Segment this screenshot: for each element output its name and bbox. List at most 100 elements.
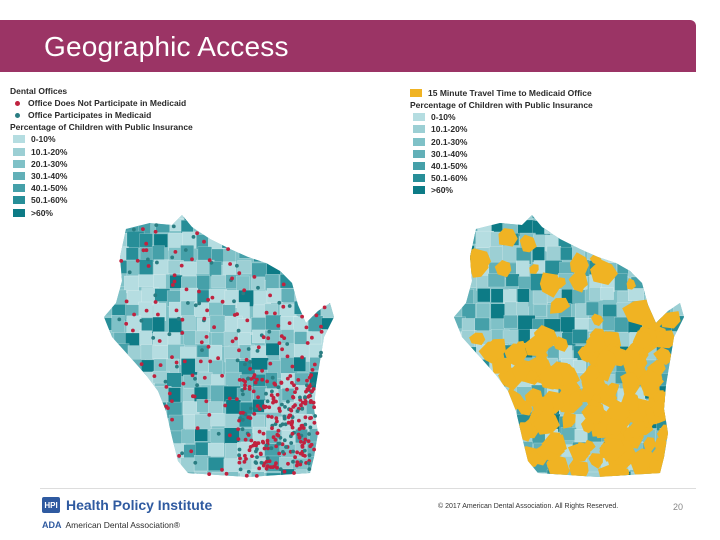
office-dot	[246, 347, 251, 351]
tract	[489, 442, 503, 456]
legend-title-dental-offices: Dental Offices	[10, 86, 68, 96]
tract	[104, 388, 117, 406]
tract	[237, 215, 252, 222]
tract	[104, 218, 114, 234]
tract	[454, 359, 468, 379]
office-dot	[220, 299, 225, 304]
tract	[670, 471, 684, 477]
tract	[533, 304, 547, 318]
office-dot	[276, 428, 281, 433]
travel-area	[494, 260, 512, 278]
office-dot	[287, 321, 292, 325]
office-dot	[257, 407, 262, 411]
office-dot	[289, 441, 294, 445]
legend-item-travel-time: 15 Minute Travel Time to Medicaid Office	[410, 87, 593, 99]
tract	[153, 442, 167, 456]
tract	[308, 232, 325, 251]
tract	[643, 261, 658, 278]
office-dot	[312, 362, 317, 367]
swatch-icon	[13, 135, 25, 144]
office-dot	[249, 406, 253, 411]
office-dot	[195, 383, 199, 388]
office-dot	[293, 390, 297, 394]
office-dot	[144, 248, 149, 253]
office-dot	[191, 235, 196, 239]
legend-right: 15 Minute Travel Time to Medicaid Office…	[410, 87, 593, 197]
office-dot	[282, 416, 287, 421]
office-dot	[237, 348, 241, 353]
swatch-icon	[13, 184, 25, 193]
office-dot	[273, 438, 278, 442]
tract	[671, 386, 684, 402]
office-dot	[257, 429, 262, 434]
office-dot	[280, 347, 284, 352]
office-dot	[255, 455, 259, 459]
office-dot	[237, 418, 242, 423]
tract	[491, 215, 505, 221]
office-dot	[153, 293, 158, 298]
office-dot	[290, 364, 295, 369]
legend_right-bin-1: 10.1-20%	[410, 123, 593, 135]
swatch-icon	[413, 162, 425, 171]
office-dot	[282, 336, 287, 340]
office-dot	[288, 407, 293, 412]
office-dot	[297, 427, 302, 431]
tract	[503, 314, 518, 329]
office-dot	[166, 406, 170, 410]
tract	[179, 261, 197, 276]
tract	[153, 469, 170, 477]
tract	[600, 287, 614, 300]
tract	[104, 414, 114, 432]
tract	[138, 274, 155, 288]
teal-dot-icon	[15, 112, 20, 118]
tract	[477, 458, 492, 477]
tract	[265, 472, 284, 477]
tract	[223, 215, 240, 221]
tract	[194, 215, 212, 222]
swatch-icon	[13, 172, 25, 181]
tract	[267, 215, 284, 220]
tract	[454, 386, 464, 404]
office-dot	[253, 460, 258, 465]
office-dot	[234, 336, 238, 341]
travel-area	[653, 347, 674, 366]
office-dot	[308, 444, 313, 449]
office-dot	[300, 423, 305, 428]
office-dot	[189, 449, 194, 454]
tract	[454, 458, 460, 477]
tract	[139, 330, 153, 346]
office-dot	[170, 399, 174, 403]
office-dot	[300, 445, 305, 449]
tract	[688, 234, 700, 248]
tract	[686, 276, 702, 289]
tract	[292, 245, 309, 262]
office-dot	[252, 275, 257, 279]
office-dot	[117, 317, 122, 322]
office-dot	[254, 474, 259, 478]
tract	[306, 217, 321, 234]
orange-swatch-icon	[410, 89, 422, 98]
tract	[104, 275, 113, 291]
tract	[657, 273, 674, 289]
tract	[673, 443, 684, 459]
office-dot	[314, 313, 319, 318]
travel-area	[596, 348, 618, 374]
tract	[477, 288, 491, 303]
office-dot	[310, 335, 314, 340]
office-dot	[286, 420, 291, 425]
office-dot	[278, 467, 283, 472]
office-dot	[291, 449, 295, 454]
office-dot	[274, 461, 278, 466]
travel-area	[654, 437, 667, 451]
tract	[196, 218, 214, 232]
travel-area	[523, 333, 551, 357]
office-dot	[144, 308, 149, 313]
office-dot	[206, 344, 211, 349]
office-dot	[170, 417, 174, 422]
office-dot	[306, 439, 311, 444]
office-dot	[312, 420, 317, 425]
tract	[104, 215, 115, 219]
office-dot	[290, 431, 295, 436]
tract	[104, 371, 114, 385]
office-dot	[244, 473, 249, 478]
